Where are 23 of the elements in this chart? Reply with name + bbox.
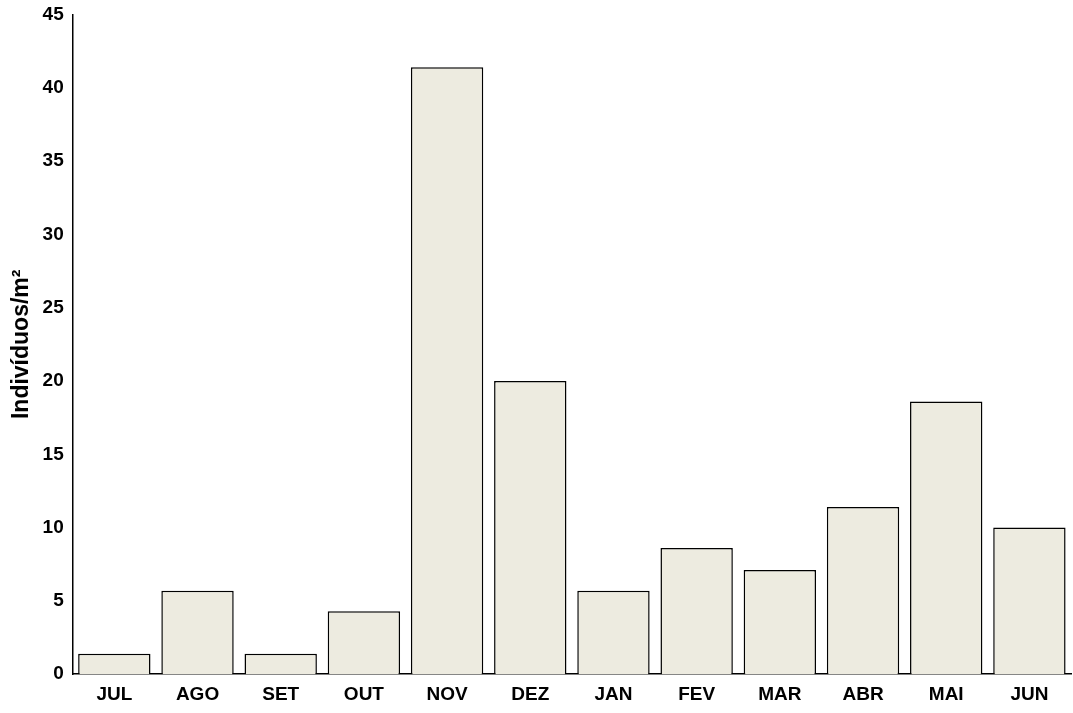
y-tick-label: 45 xyxy=(42,2,65,24)
x-tick-label: FEV xyxy=(678,682,716,704)
x-tick-label: OUT xyxy=(343,682,385,704)
x-tick-label: JUN xyxy=(1010,682,1049,704)
y-axis-title: Indivíduos/m² xyxy=(7,269,34,420)
y-tick-label: 25 xyxy=(42,295,65,317)
x-tick-label: JAN xyxy=(594,682,633,704)
y-tick-label: 35 xyxy=(42,149,65,171)
x-tick-label: ABR xyxy=(842,682,884,704)
y-tick-label: 40 xyxy=(42,75,64,97)
y-tick-label: 30 xyxy=(42,222,64,244)
y-tick-label: 0 xyxy=(53,662,64,684)
y-tick-label: 15 xyxy=(42,442,65,464)
x-tick-label: AGO xyxy=(175,682,220,704)
x-tick-label: NOV xyxy=(426,682,468,704)
x-tick-label: JUL xyxy=(96,682,133,704)
x-tick-label: DEZ xyxy=(511,682,550,704)
y-tick-label: 10 xyxy=(42,515,64,537)
x-tick-label: MAR xyxy=(758,682,802,704)
y-tick-label: 20 xyxy=(42,369,64,391)
x-tick-label: MAI xyxy=(928,682,964,704)
y-tick-label: 5 xyxy=(53,589,65,611)
x-tick-label: SET xyxy=(262,682,300,704)
